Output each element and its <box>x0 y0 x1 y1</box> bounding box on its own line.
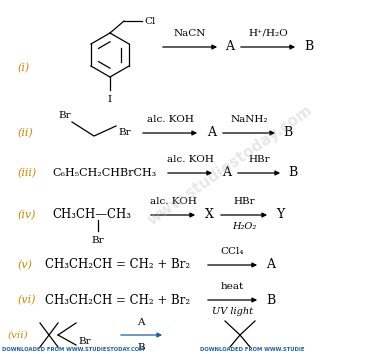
Text: B: B <box>304 40 313 53</box>
Text: (i): (i) <box>18 63 30 73</box>
Text: B: B <box>283 126 292 139</box>
Text: I: I <box>108 95 112 104</box>
Text: Br: Br <box>92 236 104 245</box>
Text: (iv): (iv) <box>18 210 36 220</box>
Text: A: A <box>207 126 216 139</box>
Text: alc. KOH: alc. KOH <box>147 115 193 124</box>
Text: C₆H₅CH₂CHBrCH₃: C₆H₅CH₂CHBrCH₃ <box>52 168 156 178</box>
Text: HBr: HBr <box>233 197 255 206</box>
Text: Y: Y <box>276 209 284 222</box>
Text: CH₃CH—CH₃: CH₃CH—CH₃ <box>52 209 131 222</box>
Text: DOWNLOADED FROM WWW.STUDIESTODAY.COM: DOWNLOADED FROM WWW.STUDIESTODAY.COM <box>2 347 144 352</box>
Text: CCl₄: CCl₄ <box>221 247 244 256</box>
Text: alc. KOH: alc. KOH <box>167 155 213 164</box>
Text: (v): (v) <box>18 260 33 270</box>
Text: A: A <box>137 318 145 327</box>
Text: B: B <box>266 293 275 307</box>
Text: (vii): (vii) <box>8 331 29 339</box>
Text: heat: heat <box>221 282 244 291</box>
Text: A: A <box>266 258 275 272</box>
Text: A: A <box>222 166 231 179</box>
Text: (ii): (ii) <box>18 128 34 138</box>
Text: B: B <box>137 343 145 352</box>
Text: B: B <box>288 166 297 179</box>
Text: HBr: HBr <box>248 155 270 164</box>
Text: Br: Br <box>78 337 91 346</box>
Text: Br: Br <box>58 111 70 120</box>
Text: DOWNLOADED FROM WWW.STUDIE: DOWNLOADED FROM WWW.STUDIE <box>200 347 304 352</box>
Text: www.studiestoday.com: www.studiestoday.com <box>145 102 315 228</box>
Text: X: X <box>205 209 214 222</box>
Text: (iii): (iii) <box>18 168 37 178</box>
Text: NaNH₂: NaNH₂ <box>230 115 268 124</box>
Text: UV light: UV light <box>212 307 253 316</box>
Text: (vi): (vi) <box>18 295 36 305</box>
Text: Br: Br <box>118 128 131 137</box>
Text: H⁺/H₂O: H⁺/H₂O <box>248 29 288 38</box>
Text: CH₃CH₂CH = CH₂ + Br₂: CH₃CH₂CH = CH₂ + Br₂ <box>45 293 190 307</box>
Text: NaCN: NaCN <box>174 29 206 38</box>
Text: CH₃CH₂CH = CH₂ + Br₂: CH₃CH₂CH = CH₂ + Br₂ <box>45 258 190 272</box>
Text: Cl: Cl <box>144 17 155 25</box>
Text: H₂O₂: H₂O₂ <box>232 222 256 231</box>
Text: alc. KOH: alc. KOH <box>150 197 196 206</box>
Text: A: A <box>225 40 234 53</box>
